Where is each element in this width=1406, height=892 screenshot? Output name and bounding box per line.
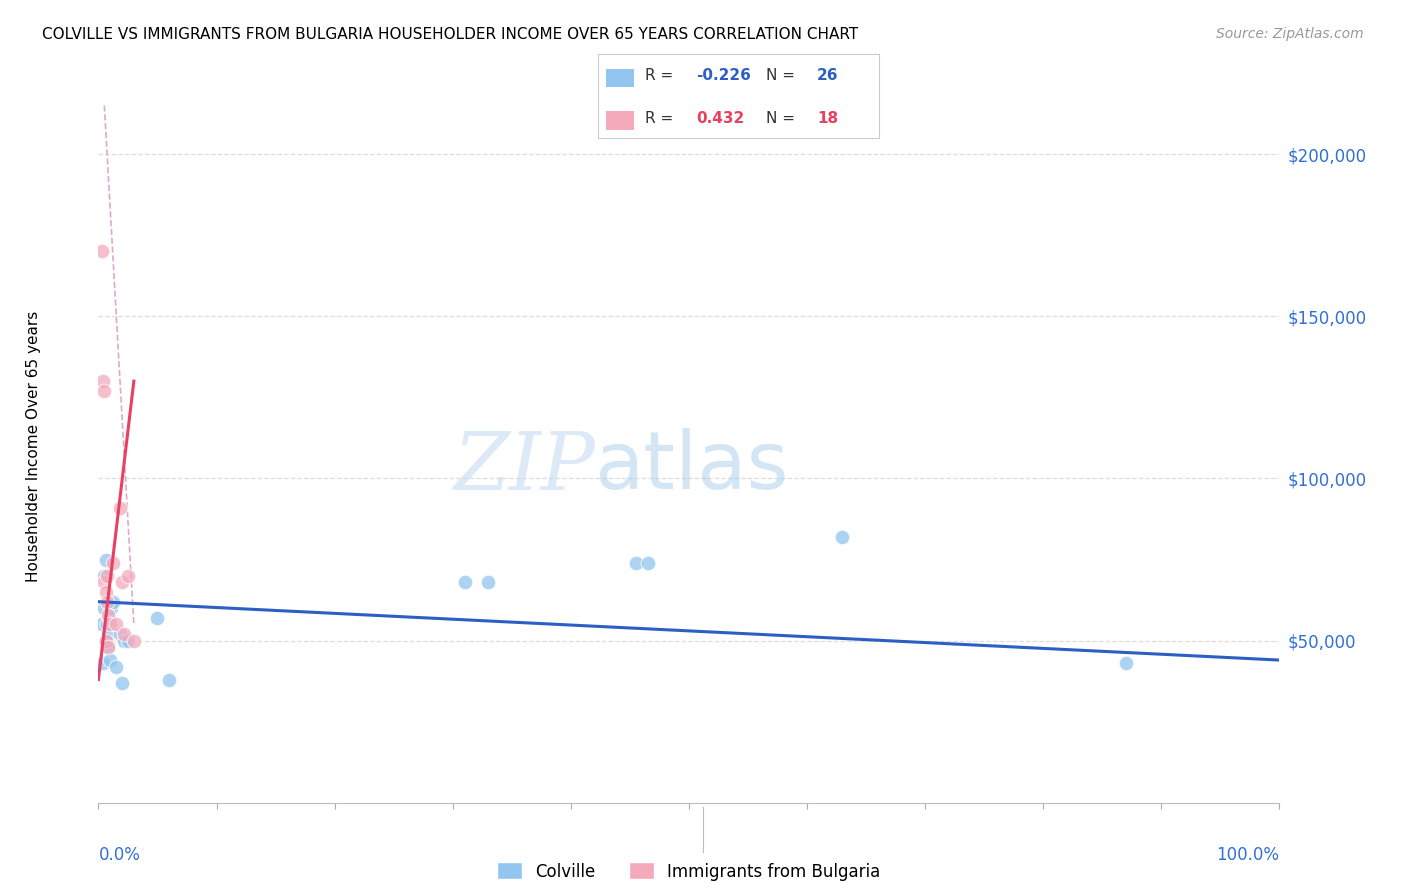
Point — [97, 640, 120, 654]
Point — [112, 627, 135, 641]
Point — [91, 374, 114, 388]
Text: R =: R = — [645, 111, 679, 126]
Point — [637, 556, 659, 570]
Point — [100, 601, 122, 615]
Point — [105, 659, 128, 673]
Point — [94, 585, 117, 599]
Legend: Colville, Immigrants from Bulgaria: Colville, Immigrants from Bulgaria — [491, 855, 887, 888]
Point — [117, 568, 139, 582]
Text: N =: N = — [766, 69, 800, 84]
Point — [101, 556, 124, 570]
Point — [122, 633, 145, 648]
Point — [477, 575, 499, 590]
Point — [91, 244, 114, 259]
Text: N =: N = — [766, 111, 800, 126]
Point — [453, 575, 475, 590]
Point — [111, 575, 134, 590]
Text: 26: 26 — [817, 69, 838, 84]
Point — [93, 568, 115, 582]
Point — [91, 657, 114, 671]
Point — [98, 653, 121, 667]
Point — [157, 673, 180, 687]
Point — [96, 595, 118, 609]
Point — [112, 633, 135, 648]
Point — [108, 500, 131, 515]
Point — [93, 575, 115, 590]
Point — [98, 611, 121, 625]
Text: Householder Income Over 65 years: Householder Income Over 65 years — [25, 310, 41, 582]
Text: atlas: atlas — [595, 428, 789, 507]
Point — [108, 627, 131, 641]
Point — [97, 640, 120, 654]
Text: 100.0%: 100.0% — [1216, 846, 1279, 863]
Point — [96, 568, 118, 582]
Text: 0.432: 0.432 — [696, 111, 744, 126]
Point — [1115, 657, 1137, 671]
Point — [831, 530, 853, 544]
Point — [93, 384, 115, 398]
Text: R =: R = — [645, 69, 679, 84]
Point — [105, 617, 128, 632]
Point — [624, 556, 647, 570]
Text: Source: ZipAtlas.com: Source: ZipAtlas.com — [1216, 27, 1364, 41]
Point — [91, 617, 114, 632]
Point — [98, 617, 121, 632]
Text: 0.0%: 0.0% — [98, 846, 141, 863]
Point — [97, 607, 120, 622]
Point — [97, 627, 120, 641]
Text: -0.226: -0.226 — [696, 69, 751, 84]
FancyBboxPatch shape — [606, 112, 634, 130]
Point — [101, 595, 124, 609]
Point — [94, 633, 117, 648]
Point — [96, 617, 118, 632]
Point — [117, 633, 139, 648]
FancyBboxPatch shape — [606, 69, 634, 87]
Text: ZIP: ZIP — [453, 429, 595, 506]
Point — [146, 611, 169, 625]
Text: 18: 18 — [817, 111, 838, 126]
Point — [94, 552, 117, 566]
Point — [111, 675, 134, 690]
Point — [94, 633, 117, 648]
Text: COLVILLE VS IMMIGRANTS FROM BULGARIA HOUSEHOLDER INCOME OVER 65 YEARS CORRELATIO: COLVILLE VS IMMIGRANTS FROM BULGARIA HOU… — [42, 27, 859, 42]
Point — [93, 601, 115, 615]
